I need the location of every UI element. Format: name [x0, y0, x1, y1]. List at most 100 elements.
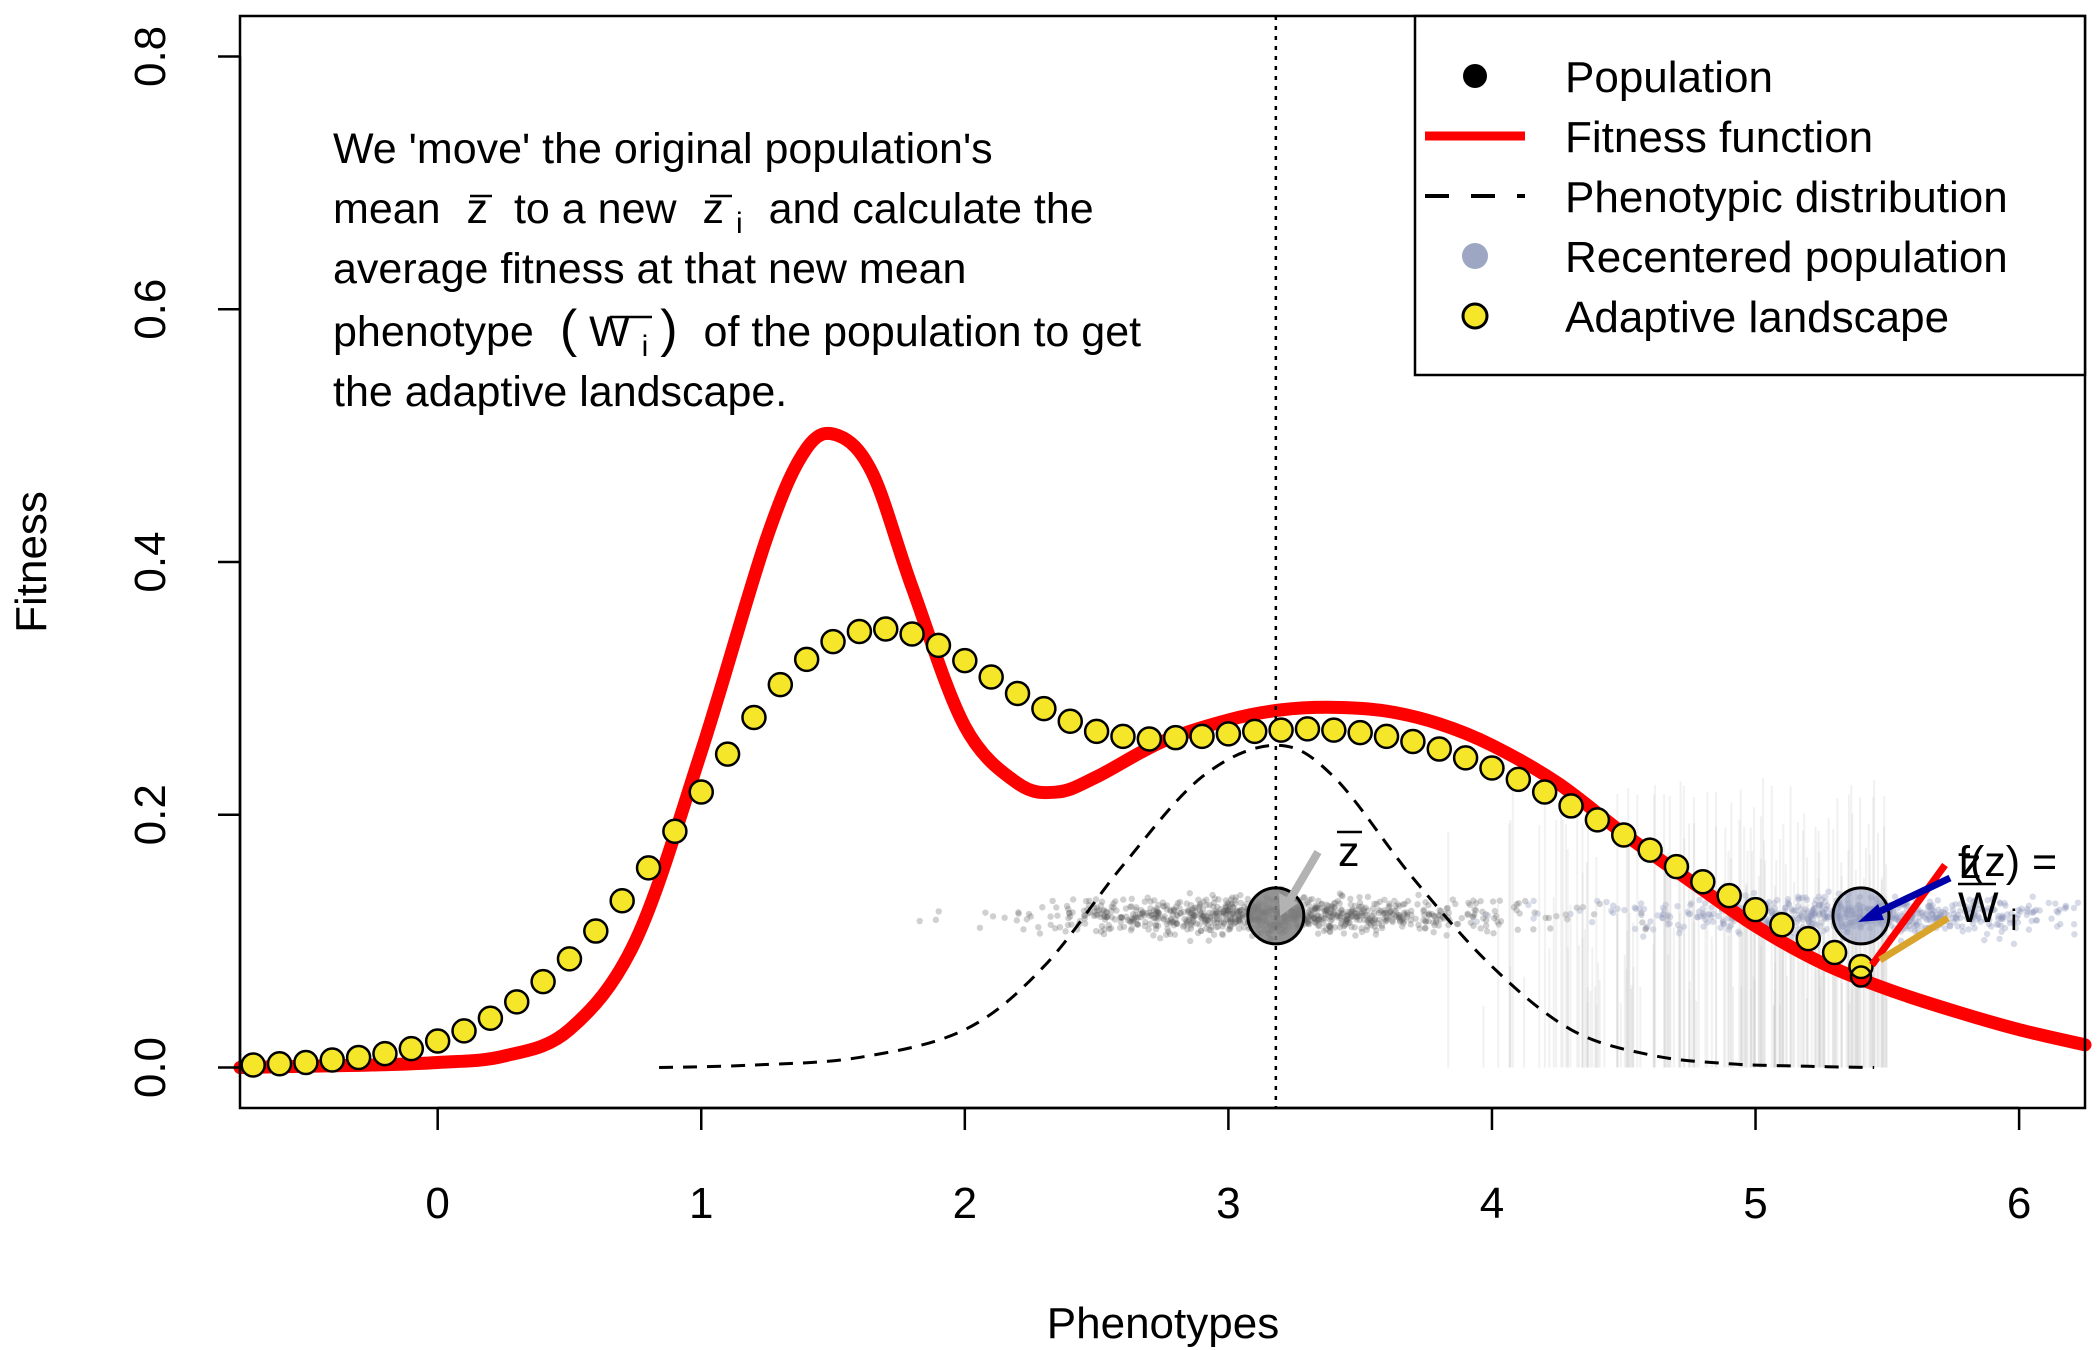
- population-point: [1431, 921, 1438, 929]
- population-point: [1068, 921, 1075, 928]
- recentered-point: [1975, 912, 1982, 920]
- recentered-point: [1822, 906, 1830, 913]
- adaptive-landscape-point: [820, 628, 846, 655]
- recentered-point: [1824, 902, 1831, 909]
- recentered-point: [1942, 910, 1949, 917]
- population-point: [1477, 897, 1484, 905]
- recentered-point: [1650, 926, 1657, 933]
- population-point: [1320, 914, 1328, 922]
- recentered-point: [1715, 912, 1723, 920]
- population-point: [1214, 923, 1222, 930]
- recentered-point: [1942, 906, 1949, 913]
- recentered-point: [2030, 909, 2037, 916]
- recentered-point: [1931, 907, 1938, 915]
- population-point: [1039, 904, 1046, 911]
- population-point: [1200, 898, 1207, 905]
- population-point: [1356, 893, 1363, 901]
- recentered-point: [1735, 928, 1742, 935]
- population-point: [1364, 917, 1371, 925]
- recentered-point: [1720, 920, 1728, 927]
- population-point: [1348, 923, 1355, 931]
- population-point: [1352, 902, 1359, 910]
- population-point: [1334, 912, 1342, 920]
- population-point: [1495, 921, 1502, 928]
- population-point: [1226, 922, 1234, 929]
- recentered-point: [1949, 902, 1956, 909]
- recentered-point: [1658, 914, 1666, 922]
- recentered-point: [2010, 919, 2017, 926]
- population-point: [1101, 913, 1108, 921]
- population-point: [1001, 914, 1008, 921]
- recentered-point: [1988, 905, 1995, 913]
- recentered-point: [1768, 910, 1776, 917]
- population-point: [1151, 914, 1158, 921]
- recentered-point: [1816, 901, 1823, 908]
- population-point: [1420, 906, 1428, 913]
- population-point: [1215, 896, 1222, 903]
- population-point: [1183, 920, 1190, 927]
- population-point: [1163, 902, 1171, 909]
- wbar-i-label: W i: [1958, 884, 2017, 937]
- recentered-point: [1810, 910, 1817, 917]
- recentered-point: [2056, 906, 2063, 913]
- recentered-point: [1795, 896, 1802, 903]
- recentered-point: [1894, 914, 1902, 921]
- population-point: [1305, 920, 1313, 928]
- recentered-point: [1708, 904, 1715, 911]
- population-point: [1169, 911, 1177, 919]
- recentered-point: [1795, 916, 1802, 923]
- population-point: [1314, 922, 1322, 929]
- adaptive-landscape-point: [530, 968, 556, 995]
- population-point: [1513, 901, 1520, 908]
- population-point: [1209, 903, 1217, 910]
- population-point: [1203, 916, 1210, 923]
- population-point: [1066, 913, 1074, 920]
- recentered-point: [1822, 912, 1829, 920]
- population-point: [1069, 909, 1076, 916]
- population-point: [1174, 899, 1182, 907]
- population-point: [1372, 931, 1380, 938]
- population-point: [1363, 923, 1371, 930]
- recentered-point: [2057, 920, 2064, 928]
- recentered-point: [1811, 912, 1818, 919]
- population-point: [1082, 897, 1090, 905]
- recentered-point: [1720, 920, 1727, 928]
- population-point: [1103, 908, 1110, 915]
- recentered-point: [1815, 902, 1822, 909]
- population-point: [1093, 904, 1101, 911]
- population-point: [1222, 907, 1229, 915]
- population-point: [1112, 898, 1119, 905]
- population-point: [1226, 916, 1234, 923]
- population-point: [1062, 928, 1069, 935]
- recentered-point: [1811, 909, 1819, 917]
- population-point: [1349, 906, 1356, 913]
- population-point: [1321, 907, 1328, 915]
- population-point: [1347, 911, 1355, 918]
- population-point: [1142, 918, 1149, 926]
- population-point: [1151, 897, 1158, 904]
- recentered-point: [1811, 910, 1819, 917]
- population-point: [1371, 915, 1379, 923]
- population-point: [1229, 904, 1237, 912]
- population-point: [1562, 911, 1569, 918]
- population-point: [1236, 908, 1243, 915]
- population-point: [1315, 897, 1322, 905]
- adaptive-landscape-point: [1083, 718, 1110, 745]
- recentered-point: [1961, 908, 1969, 916]
- population-point: [1387, 907, 1394, 915]
- recentered-point: [1676, 925, 1684, 933]
- population-point: [1371, 923, 1378, 930]
- population-point: [1375, 909, 1383, 917]
- adaptive-landscape-point: [846, 618, 873, 645]
- recentered-point: [2030, 908, 2038, 915]
- population-point: [1206, 901, 1213, 909]
- population-point: [1360, 906, 1368, 913]
- population-point: [1228, 916, 1236, 923]
- recentered-point: [1793, 919, 1800, 926]
- population-point: [1232, 919, 1240, 926]
- population-point: [1422, 899, 1429, 906]
- population-point: [1367, 922, 1375, 929]
- recentered-point: [1818, 907, 1825, 914]
- recentered-point: [1970, 904, 1977, 912]
- recentered-point: [1821, 914, 1828, 921]
